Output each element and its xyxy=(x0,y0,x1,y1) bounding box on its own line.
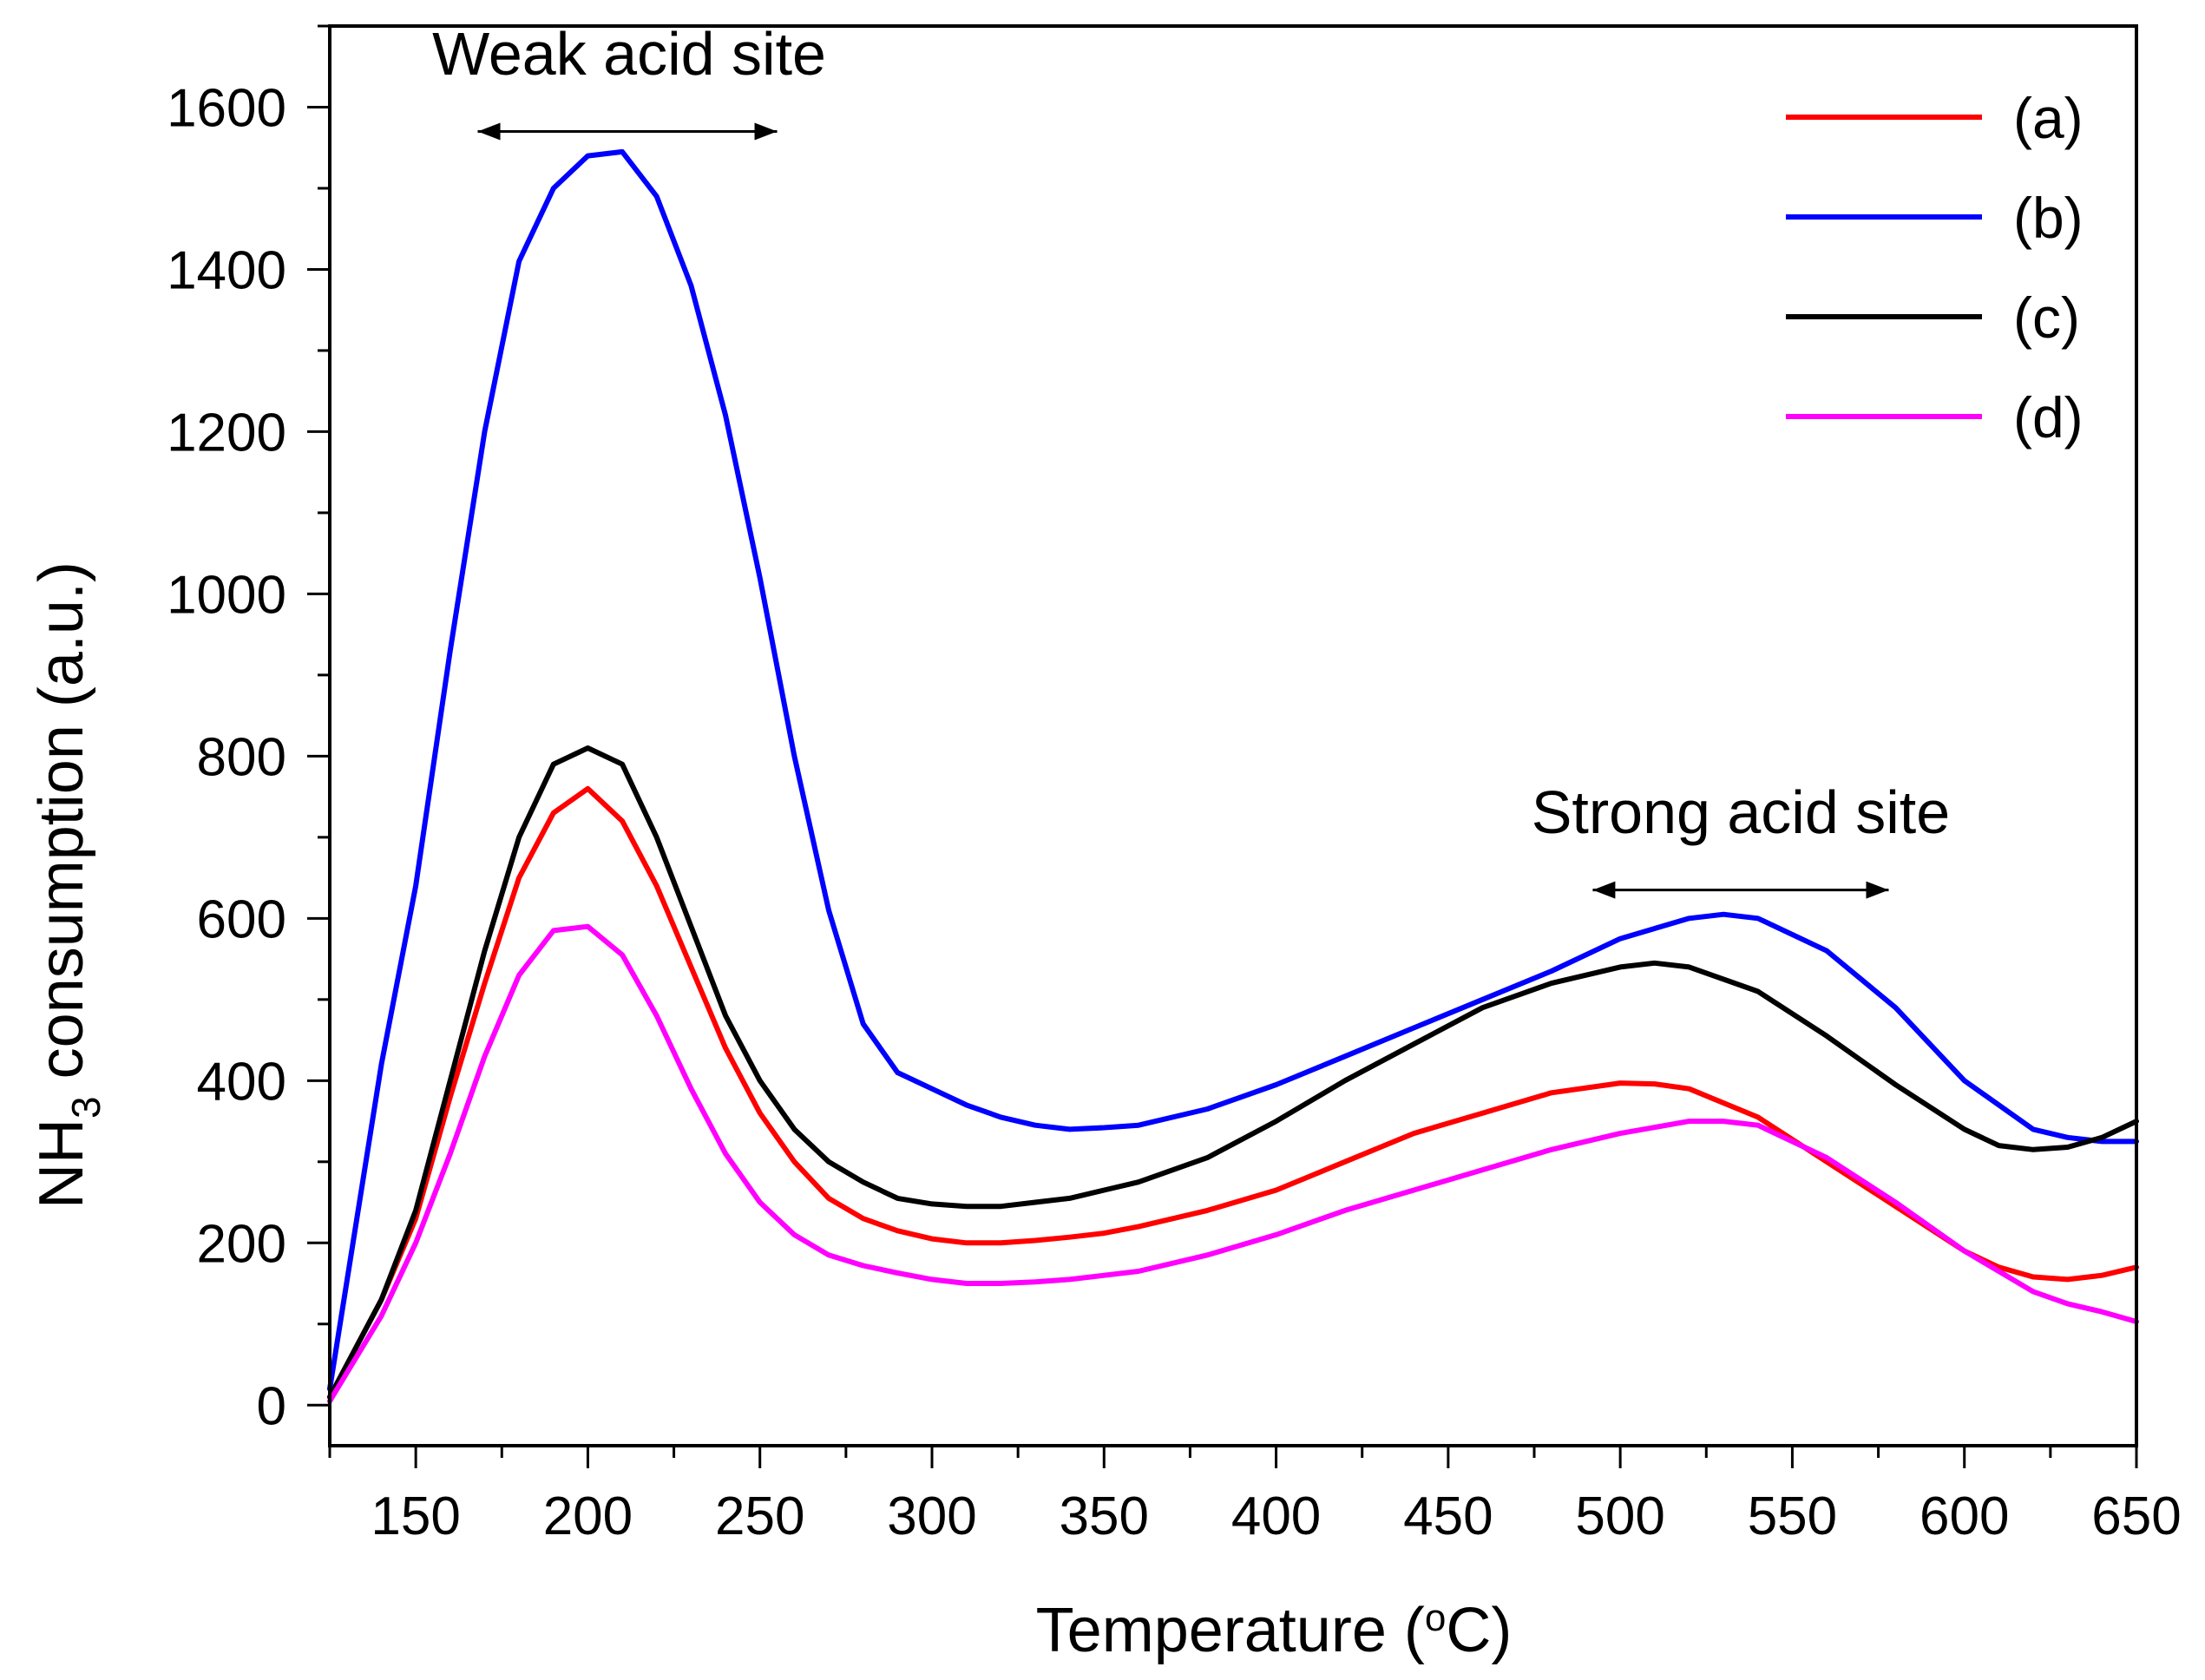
series-line-c xyxy=(327,745,2139,1400)
y-tick-label: 800 xyxy=(197,727,286,787)
y-tick-label: 1200 xyxy=(167,403,286,463)
annotations: Weak acid site Strong acid site xyxy=(432,20,1950,899)
x-tick-label: 400 xyxy=(1231,1486,1321,1546)
legend-label: (c) xyxy=(2013,285,2080,350)
series-line-b xyxy=(327,148,2139,1392)
arrowhead-left-icon xyxy=(1592,881,1616,899)
x-tick-label: 600 xyxy=(1920,1486,2009,1546)
x-tick-label: 350 xyxy=(1060,1486,1149,1546)
x-tick-label: 500 xyxy=(1575,1486,1664,1546)
x-tick-label: 250 xyxy=(715,1486,804,1546)
y-axis-title: NH3 consumption (a.u.) xyxy=(27,561,108,1209)
axis-ticks xyxy=(307,24,2138,1468)
plot-frame xyxy=(328,24,2138,1447)
y-tick-label: 1400 xyxy=(167,240,286,300)
legend-label: (d) xyxy=(2013,385,2084,450)
series-line-d xyxy=(327,923,2139,1404)
arrowhead-right-icon xyxy=(754,122,778,141)
annotation-strong-acid-site: Strong acid site xyxy=(1532,778,1950,846)
x-tick-label: 200 xyxy=(543,1486,633,1546)
legend: (a) (b) (c) (d) xyxy=(1786,86,2084,450)
arrowhead-left-icon xyxy=(477,122,501,141)
annotation-weak-acid-site: Weak acid site xyxy=(432,20,826,88)
y-tick-label: 200 xyxy=(197,1214,286,1274)
series-line-a xyxy=(327,785,2139,1400)
x-tick-label: 300 xyxy=(887,1486,976,1546)
legend-label: (a) xyxy=(2013,86,2084,150)
legend-label: (b) xyxy=(2013,186,2084,250)
data-series xyxy=(327,148,2139,1404)
x-tick-label: 450 xyxy=(1403,1486,1493,1546)
x-tick-labels: 150 200 250 300 350 400 450 500 550 600 650 xyxy=(371,1486,2181,1546)
x-axis-title: Temperature (oC) xyxy=(1036,1596,1513,1665)
x-tick-label: 150 xyxy=(371,1486,460,1546)
x-tick-label: 550 xyxy=(1748,1486,1837,1546)
arrowhead-right-icon xyxy=(1866,881,1889,899)
y-tick-label: 400 xyxy=(197,1052,286,1112)
y-tick-label: 1000 xyxy=(167,565,286,625)
y-tick-label: 1600 xyxy=(167,78,286,138)
y-tick-label: 600 xyxy=(197,889,286,949)
y-tick-label: 0 xyxy=(257,1376,286,1436)
x-tick-label: 650 xyxy=(2091,1486,2181,1546)
y-tick-labels: 0 200 400 600 800 1000 1200 1400 1600 xyxy=(167,78,286,1436)
